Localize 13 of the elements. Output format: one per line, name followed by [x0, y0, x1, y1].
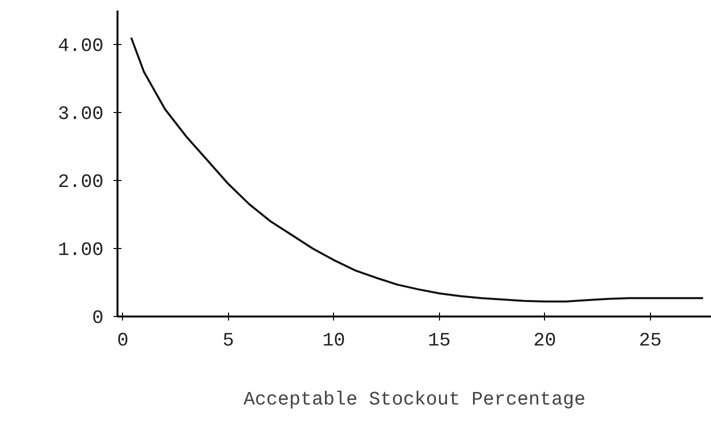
x-axis-title: Acceptable Stockout Percentage — [243, 388, 586, 410]
x-tick-label: 25 — [638, 330, 662, 352]
x-tick-label: 5 — [222, 330, 234, 352]
y-tick-label: 0 — [92, 307, 104, 329]
line-series — [130, 36, 704, 303]
y-tick-label: 3.00 — [58, 103, 104, 125]
x-tick-label: 20 — [533, 330, 556, 352]
y-tick-label: 2.00 — [58, 171, 104, 193]
y-tick-label: 1.00 — [58, 239, 104, 261]
x-tick-label: 10 — [322, 330, 346, 352]
x-tick-label: 15 — [428, 330, 451, 352]
x-tick-label: 0 — [117, 330, 128, 352]
y-tick-label: 4.00 — [58, 35, 104, 57]
